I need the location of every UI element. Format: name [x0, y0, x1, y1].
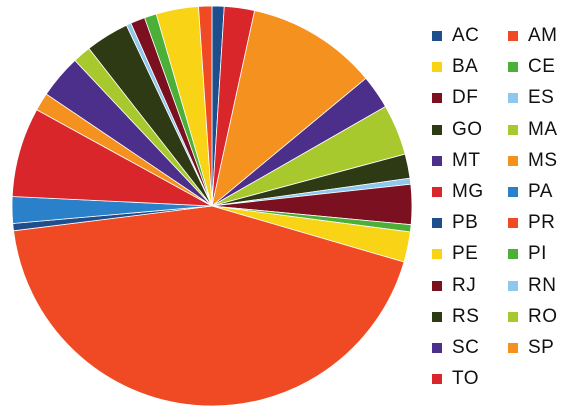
legend-label: PB [452, 212, 479, 234]
legend-swatch [508, 187, 518, 197]
pie-slice-am [198, 5, 213, 207]
legend-swatch [432, 343, 442, 353]
legend-item-pa: PA [508, 180, 553, 204]
legend-label: PE [452, 243, 479, 265]
legend-item-mt: MT [432, 149, 480, 173]
legend-item-ac: AC [432, 24, 479, 48]
legend-label: ES [528, 87, 555, 109]
legend-label: DF [452, 87, 479, 109]
legend-label: RO [528, 305, 558, 327]
legend-label: SC [452, 337, 480, 358]
legend-swatch [432, 62, 442, 73]
legend-swatch [508, 155, 518, 166]
legend-label: RN [528, 274, 557, 296]
legend-label: RS [452, 305, 480, 327]
pie-slice-sp [211, 10, 367, 208]
legend-label: RJ [452, 274, 477, 296]
legend-label: BA [452, 56, 479, 78]
legend-swatch [432, 93, 442, 104]
legend-swatch [508, 124, 518, 135]
legend-item-df: DF [432, 86, 478, 110]
legend-label: MT [452, 149, 481, 171]
pie-plot-area [11, 5, 413, 407]
legend-swatch [508, 93, 518, 104]
legend-swatch [508, 311, 518, 322]
legend-swatch [432, 374, 442, 385]
legend-swatch [432, 218, 442, 229]
legend-swatch [432, 31, 442, 41]
legend-item-rj: RJ [432, 274, 476, 298]
legend-item-pi: PI [508, 242, 547, 266]
legend-item-es: ES [508, 86, 554, 110]
legend-label: PA [528, 181, 553, 202]
legend-item-ce: CE [508, 55, 555, 79]
legend-swatch [432, 124, 442, 135]
legend-label: AC [452, 25, 480, 46]
legend-item-pb: PB [432, 211, 478, 235]
legend-item-pe: PE [432, 242, 478, 266]
legend-item-pr: PR [508, 211, 555, 235]
legend-swatch [432, 280, 442, 291]
legend-label: PI [528, 243, 547, 265]
legend-item-rn: RN [508, 274, 556, 298]
legend-swatch [432, 155, 442, 166]
legend-swatch [508, 280, 518, 291]
legend-item-to: TO [432, 367, 479, 391]
legend-label: CE [528, 56, 556, 78]
legend-swatch [432, 311, 442, 322]
legend-label: MG [452, 181, 484, 202]
pie-slice-pr [13, 205, 405, 407]
legend-item-mg: MG [432, 180, 484, 204]
legend-item-ma: MA [508, 118, 558, 142]
legend-item-go: GO [432, 118, 483, 142]
legend-item-ba: BA [432, 55, 478, 79]
legend-swatch [508, 343, 518, 353]
legend-item-am: AM [508, 24, 558, 48]
legend-item-ro: RO [508, 305, 558, 329]
legend-item-sc: SC [432, 336, 479, 360]
legend-swatch [432, 187, 442, 197]
legend-item-sp: SP [508, 336, 554, 360]
legend-label: TO [452, 368, 480, 390]
legend-swatch [508, 249, 518, 260]
legend-swatch [508, 62, 518, 73]
legend-swatch [432, 249, 442, 260]
legend-label: GO [452, 118, 483, 140]
chart-legend: AC AM BA CE DF ES GO MA MT MS MG PA PB PR PE PI RJ RN RS RO… [432, 24, 562, 404]
legend-label: SP [528, 337, 555, 358]
legend-swatch [508, 218, 518, 229]
legend-swatch [508, 31, 518, 41]
legend-label: MA [528, 118, 558, 140]
legend-label: AM [528, 25, 558, 46]
legend-label: PR [528, 212, 556, 234]
legend-item-rs: RS [432, 305, 479, 329]
legend-label: MS [528, 149, 558, 171]
legend-item-ms: MS [508, 149, 558, 173]
